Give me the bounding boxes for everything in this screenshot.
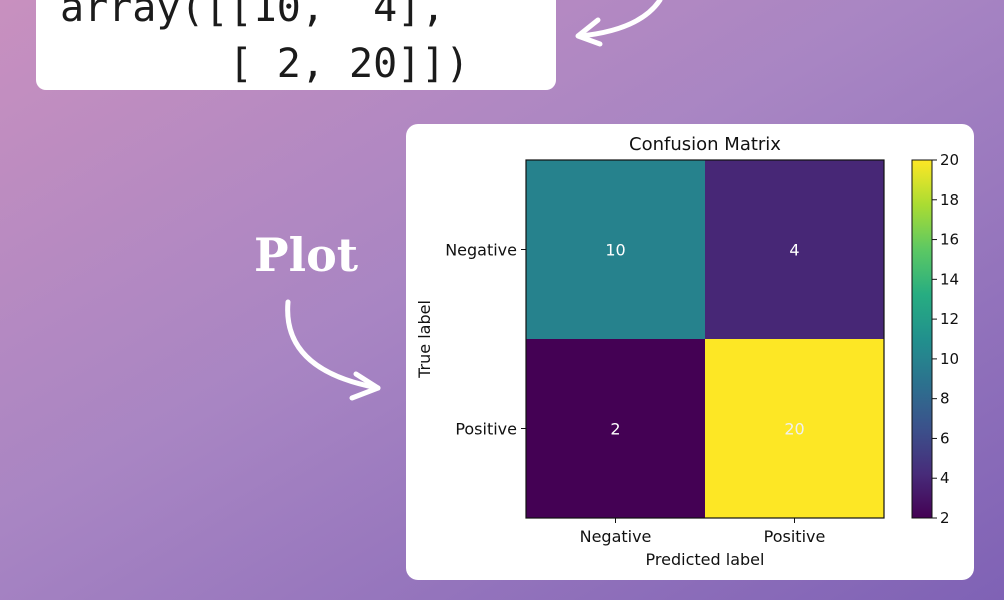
colorbar-tick-label: 14	[940, 270, 959, 288]
curved-arrow-icon	[575, 0, 663, 47]
heatmap-cell	[705, 339, 884, 518]
cell-value-label: 20	[784, 420, 804, 439]
plot-annotation: Plot	[254, 228, 358, 282]
heatmap-cell	[526, 339, 705, 518]
colorbar-tick-label: 16	[940, 231, 959, 249]
colorbar-tick-label: 18	[940, 191, 959, 209]
confusion-matrix-chart: Confusion Matrix Predicted label True la…	[415, 134, 959, 569]
y-tick-label: Positive	[455, 420, 517, 439]
code-line: array([[10, 4],	[60, 0, 446, 31]
colorbar-tick-label: 20	[940, 151, 959, 169]
x-axis-label: Predicted label	[646, 550, 765, 569]
x-tick-label: Negative	[580, 527, 652, 546]
colorbar-tick-label: 10	[940, 350, 959, 368]
cell-value-label: 4	[789, 241, 799, 260]
y-axis-label: True label	[415, 300, 434, 379]
chart-title: Confusion Matrix	[629, 134, 781, 155]
colorbar-tick-label: 2	[940, 509, 950, 527]
y-tick-label: Negative	[445, 241, 517, 260]
cell-value-label: 10	[605, 241, 625, 260]
colorbar-tick-label: 12	[940, 310, 959, 328]
colorbar-tick-label: 8	[940, 390, 950, 408]
code-snippet: array([[10, 4], [ 2, 20]])	[60, 0, 469, 90]
curved-arrow-icon	[285, 299, 381, 401]
heatmap-cell	[705, 160, 884, 339]
chart-card: Confusion Matrix Predicted label True la…	[406, 124, 974, 580]
code-card: array([[10, 4], [ 2, 20]])	[36, 0, 556, 90]
plot-frame	[525, 159, 885, 519]
heatmap-cell	[526, 160, 705, 339]
x-tick-label: Positive	[764, 527, 826, 546]
cell-value-label: 2	[610, 420, 620, 439]
colorbar-tick-label: 4	[940, 469, 950, 487]
code-line: [ 2, 20]])	[60, 41, 470, 87]
colorbar-tick-label: 6	[940, 429, 950, 447]
colorbar	[911, 159, 933, 519]
